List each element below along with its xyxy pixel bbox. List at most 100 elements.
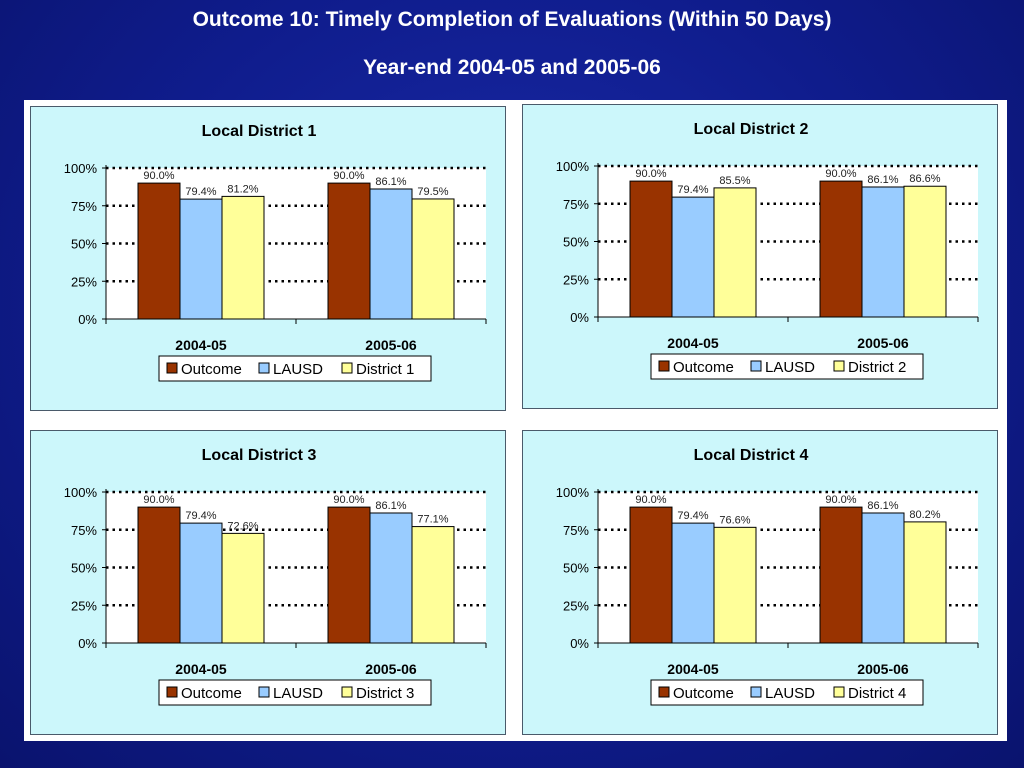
y-tick-label: 25% xyxy=(71,274,97,289)
y-tick-label: 75% xyxy=(563,197,589,212)
x-category-label: 2005-06 xyxy=(857,661,909,677)
bar xyxy=(671,196,715,318)
legend-swatch xyxy=(750,686,762,698)
legend-label: Outcome xyxy=(181,361,242,378)
legend-swatch xyxy=(833,686,845,698)
data-label: 90.0% xyxy=(333,494,364,506)
legend-label: Outcome xyxy=(673,685,734,702)
legend-swatch xyxy=(258,686,270,698)
bar xyxy=(819,180,863,318)
data-label: 79.4% xyxy=(185,510,216,522)
bar xyxy=(369,188,413,320)
legend-swatch xyxy=(658,360,670,372)
legend xyxy=(650,353,924,380)
bar xyxy=(671,522,715,644)
bar xyxy=(179,522,223,644)
y-tick-label: 0% xyxy=(78,636,97,651)
bar xyxy=(137,506,181,644)
legend-label: District 1 xyxy=(356,361,414,378)
legend-label: District 4 xyxy=(848,685,906,702)
data-label: 90.0% xyxy=(143,170,174,182)
data-label: 86.1% xyxy=(867,174,898,186)
chart-district-1: Local District 1 0% 25% 50% 75% 100% 90.0% 79.4… xyxy=(64,123,487,382)
bar xyxy=(179,198,223,320)
data-label: 79.4% xyxy=(185,186,216,198)
bar xyxy=(903,521,947,644)
y-tick-label: 0% xyxy=(570,310,589,325)
y-tick-label: 50% xyxy=(563,561,589,576)
legend xyxy=(158,679,432,706)
legend-swatch xyxy=(166,362,178,374)
data-label: 77.1% xyxy=(417,514,448,526)
data-label: 90.0% xyxy=(635,494,666,506)
data-label: 86.1% xyxy=(375,500,406,512)
data-label: 81.2% xyxy=(227,183,258,195)
bar xyxy=(411,526,455,644)
data-label: 90.0% xyxy=(825,168,856,180)
data-label: 90.0% xyxy=(333,170,364,182)
bar xyxy=(861,512,905,644)
chart-title: Local District 1 xyxy=(202,123,317,140)
chart-panel-district-3: Local District 3 0% 25% 50% 75% 100% 90.0% 79.4… xyxy=(30,430,506,735)
data-label: 86.1% xyxy=(867,500,898,512)
chart-district-2: Local District 2 0% 25% 50% 75% 100% 90.0% 79.4… xyxy=(556,121,979,380)
legend-swatch xyxy=(341,686,353,698)
bar xyxy=(819,506,863,644)
data-label: 85.5% xyxy=(719,175,750,187)
x-category-label: 2005-06 xyxy=(857,335,909,351)
legend-label: LAUSD xyxy=(765,359,815,376)
bar xyxy=(861,186,905,318)
bar xyxy=(221,195,265,320)
data-label: 79.4% xyxy=(677,184,708,196)
bar xyxy=(369,512,413,644)
slide-title: Outcome 10: Timely Completion of Evaluat… xyxy=(192,8,832,31)
chart-panel-district-2: Local District 2 0% 25% 50% 75% 100% 90.0% 79.4… xyxy=(522,104,998,409)
data-label: 86.1% xyxy=(375,176,406,188)
legend-swatch xyxy=(658,686,670,698)
x-category-label: 2004-05 xyxy=(175,337,227,353)
legend-label: Outcome xyxy=(181,685,242,702)
chart-district-3: Local District 3 0% 25% 50% 75% 100% 90.0% 79.4… xyxy=(64,447,487,706)
data-label: 90.0% xyxy=(825,494,856,506)
y-tick-label: 75% xyxy=(71,199,97,214)
y-tick-label: 25% xyxy=(563,272,589,287)
chart-title: Local District 2 xyxy=(694,121,809,138)
data-label: 80.2% xyxy=(909,509,940,521)
chart-district-4: Local District 4 0% 25% 50% 75% 100% 90.0% 79.4… xyxy=(556,447,979,706)
y-tick-label: 75% xyxy=(71,523,97,538)
bar xyxy=(713,526,757,644)
chart-panel-district-1: Local District 1 0% 25% 50% 75% 100% 90.0% 79.4… xyxy=(30,106,506,411)
bar xyxy=(903,185,947,318)
y-tick-label: 0% xyxy=(78,312,97,327)
legend-label: LAUSD xyxy=(273,361,323,378)
y-tick-label: 50% xyxy=(563,235,589,250)
x-category-label: 2004-05 xyxy=(667,661,719,677)
data-label: 79.5% xyxy=(417,186,448,198)
x-category-label: 2005-06 xyxy=(365,661,417,677)
legend-label: Outcome xyxy=(673,359,734,376)
legend-swatch xyxy=(750,360,762,372)
y-tick-label: 100% xyxy=(64,485,98,500)
charts-frame: Local District 1 0% 25% 50% 75% 100% 90.0% 79.4… xyxy=(24,100,1007,741)
legend-swatch xyxy=(258,362,270,374)
legend-swatch xyxy=(833,360,845,372)
y-tick-label: 0% xyxy=(570,636,589,651)
x-category-label: 2004-05 xyxy=(175,661,227,677)
y-tick-label: 100% xyxy=(64,161,98,176)
data-label: 90.0% xyxy=(143,494,174,506)
y-tick-label: 50% xyxy=(71,237,97,252)
legend-swatch xyxy=(341,362,353,374)
legend xyxy=(650,679,924,706)
chart-title: Local District 4 xyxy=(694,447,809,464)
legend-label: District 3 xyxy=(356,685,414,702)
y-tick-label: 100% xyxy=(556,485,590,500)
data-label: 79.4% xyxy=(677,510,708,522)
data-label: 76.6% xyxy=(719,514,750,526)
bar xyxy=(327,506,371,644)
chart-title: Local District 3 xyxy=(202,447,317,464)
data-label: 90.0% xyxy=(635,168,666,180)
legend-swatch xyxy=(166,686,178,698)
data-label: 86.6% xyxy=(909,173,940,185)
legend xyxy=(158,355,432,382)
x-category-label: 2004-05 xyxy=(667,335,719,351)
